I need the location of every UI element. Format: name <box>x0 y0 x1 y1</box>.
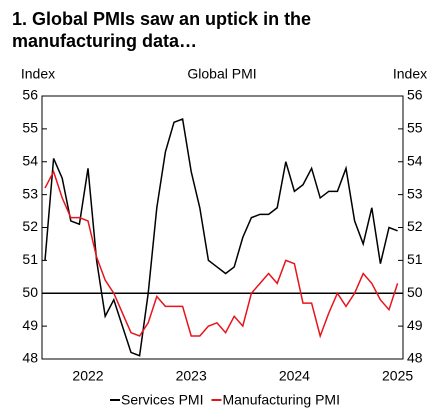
y2-tick-label: 52 <box>407 218 423 234</box>
y-tick-label: 50 <box>22 284 38 300</box>
y2-tick-label: 56 <box>407 87 423 103</box>
x-tick-label: 2024 <box>279 368 310 384</box>
y-tick-label: 48 <box>22 350 38 366</box>
x-tick-label: 2025 <box>382 368 413 384</box>
legend-label: Services PMI <box>121 392 203 408</box>
chart-subtitle: Global PMI <box>187 66 256 82</box>
y-axis-label: Index <box>21 66 55 82</box>
legend-label: Manufacturing PMI <box>222 392 340 408</box>
y2-tick-label: 50 <box>407 284 423 300</box>
y-tick-label: 49 <box>22 317 38 333</box>
y-tick-label: 52 <box>22 218 38 234</box>
x-tick-label: 2022 <box>72 368 103 384</box>
x-tick-label: 2023 <box>176 368 207 384</box>
y2-tick-label: 54 <box>407 152 423 168</box>
plot-frame <box>41 95 404 360</box>
chart-title: 1. Global PMIs saw an uptick in the manu… <box>12 9 312 51</box>
y2-tick-label: 48 <box>407 350 423 366</box>
y2-tick-label: 55 <box>407 120 423 136</box>
y-tick-label: 51 <box>22 251 38 267</box>
y-tick-label: 55 <box>22 120 38 136</box>
y-tick-label: 53 <box>22 185 38 201</box>
y-tick-label: 56 <box>22 87 38 103</box>
y-tick-label: 54 <box>22 152 38 168</box>
y2-axis-label: Index <box>393 66 427 82</box>
y2-tick-label: 51 <box>407 251 423 267</box>
series-line <box>44 117 398 357</box>
series-line <box>44 169 399 339</box>
y2-tick-label: 53 <box>407 185 423 201</box>
y2-tick-label: 49 <box>407 317 423 333</box>
